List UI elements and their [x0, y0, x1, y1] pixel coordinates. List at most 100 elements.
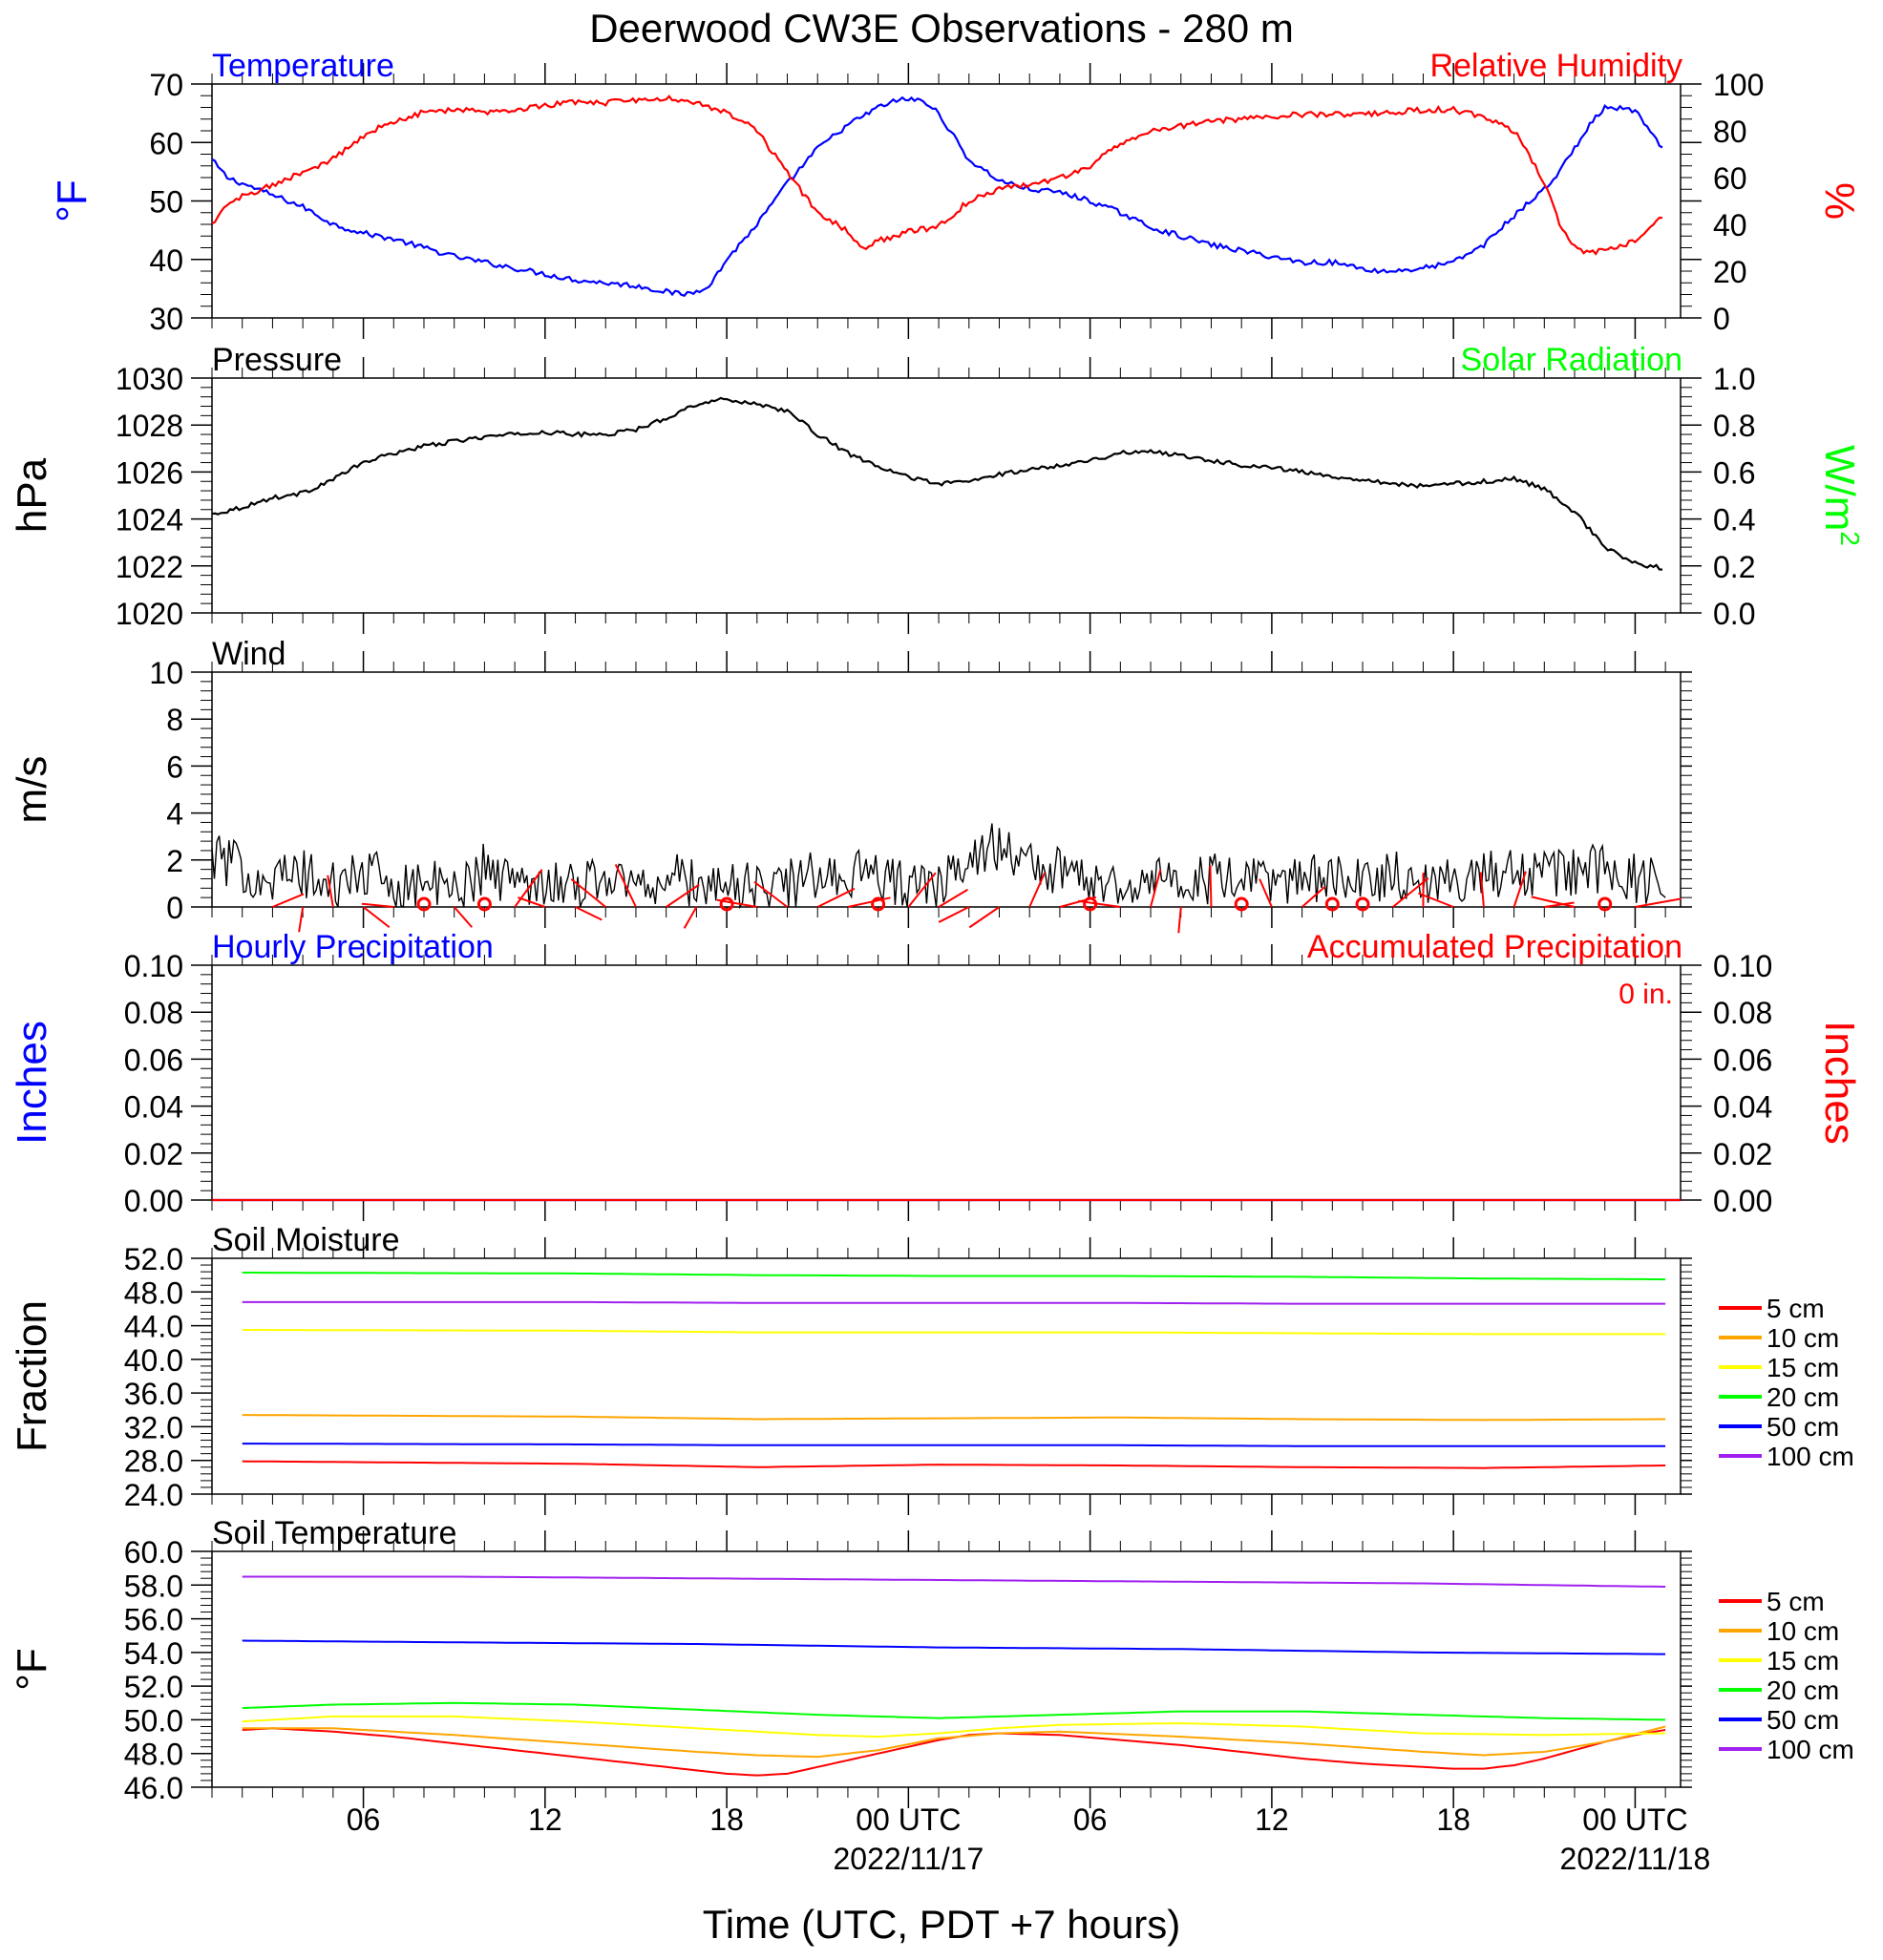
series-100-cm — [242, 1300, 1666, 1305]
wind-barb — [753, 880, 789, 908]
wind-barb — [518, 896, 546, 908]
wind-barb — [362, 906, 391, 929]
y-tick-label-left: 4 — [166, 797, 183, 832]
y-tick-label-right: 0.04 — [1713, 1090, 1772, 1125]
y-tick-label-right: 100 — [1713, 68, 1764, 102]
y-tick-label-left: 40.0 — [124, 1343, 183, 1378]
wind-barb — [666, 883, 700, 908]
series-20-cm — [242, 1272, 1666, 1281]
y-axis-label-right-text: % — [1816, 182, 1863, 220]
y-tick-label-right: 0 — [1713, 302, 1730, 336]
plot-frame — [211, 83, 1682, 319]
y-axis-label-left: °F — [49, 179, 95, 221]
y-tick-label-right: 40 — [1713, 208, 1747, 242]
y-axis-label-right-text: W/m — [1816, 445, 1863, 531]
panel-title-left: Wind — [212, 636, 286, 672]
y-tick-label-right: 0.6 — [1713, 455, 1755, 490]
legend-label: 15 cm — [1767, 1353, 1839, 1382]
x-tick-label: 00 UTC — [1582, 1802, 1687, 1837]
y-tick-label-right: 20 — [1713, 255, 1747, 289]
y-tick-label-left: 1026 — [116, 455, 183, 490]
wind-barb — [298, 906, 305, 933]
y-tick-label-left: 0.08 — [124, 996, 183, 1030]
x-tick-label: 06 — [347, 1802, 381, 1837]
series-wind — [211, 823, 1666, 910]
wind-barb — [1531, 896, 1576, 908]
wind-barb — [1479, 872, 1485, 908]
y-axis-label-right: W/m2 — [1816, 445, 1865, 546]
x-tick-label: 12 — [1255, 1802, 1289, 1837]
wind-barb — [1417, 892, 1454, 908]
x-tick-label: 00 UTC — [856, 1802, 961, 1837]
y-tick-label-right: 0.10 — [1713, 949, 1772, 983]
y-tick-label-right: 0.08 — [1713, 996, 1772, 1030]
series-5-cm — [242, 1460, 1666, 1469]
y-axis-label-left: °F — [9, 1648, 55, 1690]
calm-wind-marker — [476, 896, 492, 912]
wind-barb — [1177, 906, 1182, 934]
legend-label: 10 cm — [1767, 1616, 1839, 1646]
y-axis-label-right: % — [1816, 182, 1863, 220]
x-axis: 06 12 18 00 UTC 2022/11/17 06 12 18 00 UTC 2022/1… — [347, 1802, 1711, 1876]
y-axis-label-right-text: Inches — [1816, 1021, 1863, 1145]
wind-barb — [1150, 869, 1162, 908]
wind-barb — [614, 864, 637, 908]
wind-barb — [1635, 897, 1682, 908]
y-tick-label-left: 1024 — [116, 503, 183, 537]
y-tick-label-left: 54.0 — [124, 1636, 183, 1671]
wind-barb — [907, 872, 937, 908]
panel-title-left: Soil Temperature — [212, 1515, 456, 1551]
y-tick-label-left: 1028 — [116, 409, 183, 443]
plot-frame — [211, 377, 1682, 614]
y-tick-label-left: 10 — [149, 656, 183, 690]
y-tick-label-left: 0.06 — [124, 1043, 183, 1077]
calm-wind-marker — [1597, 896, 1613, 912]
plot-frame — [211, 1550, 1682, 1788]
y-tick-label-right: 0.0 — [1713, 597, 1755, 631]
y-tick-label-left: 52.0 — [124, 1670, 183, 1704]
wind-barb — [1259, 878, 1273, 908]
wind-barb — [1209, 865, 1213, 908]
y-axis-label-left: Fraction — [9, 1300, 55, 1452]
x-tick-label: 18 — [709, 1802, 744, 1837]
y-tick-label-left: 0.00 — [124, 1184, 183, 1218]
wind-barb — [938, 906, 970, 923]
panel-title-left: Temperature — [212, 48, 394, 84]
y-tick-label-right: 0.2 — [1713, 550, 1755, 584]
y-tick-label-right: 0.4 — [1713, 503, 1755, 537]
y-tick-label-left: 0.10 — [124, 949, 183, 983]
series-20-cm — [242, 1701, 1666, 1721]
y-tick-label-left: 58.0 — [124, 1569, 183, 1603]
wind-barb — [1028, 872, 1047, 908]
panel-title-right: Solar Radiation — [1461, 342, 1682, 378]
y-tick-label-left: 1030 — [116, 362, 183, 396]
y-axis-label-left: m/s — [9, 756, 55, 824]
panel-wind: 0 2 4 6 8 10 Wind m/s — [9, 636, 1692, 934]
calm-wind-marker — [719, 896, 734, 912]
wind-barb — [716, 898, 757, 908]
wind-barb — [327, 875, 334, 908]
y-tick-label-right: 1.0 — [1713, 362, 1755, 396]
y-tick-label-left: 46.0 — [124, 1771, 183, 1805]
wind-barb — [1544, 901, 1575, 908]
series-15-cm — [242, 1329, 1666, 1336]
y-tick-label-left: 44.0 — [124, 1310, 183, 1344]
calm-wind-marker — [1355, 896, 1370, 912]
y-tick-label-left: 8 — [166, 703, 183, 737]
y-tick-label-left: 32.0 — [124, 1410, 183, 1444]
wind-barb — [968, 906, 1001, 929]
panel-pressure: 1020 1022 1024 1026 1028 1030 0.0 0.2 0.4 0.6 0.8 1… — [9, 342, 1865, 634]
wind-barb — [816, 887, 856, 908]
y-tick-label-right: 0.00 — [1713, 1184, 1772, 1218]
panel-soil-moisture: 24.028.032.036.040.044.048.052.0 Soil Moi… — [9, 1222, 1854, 1515]
y-tick-label-left: 48.0 — [124, 1738, 183, 1772]
panel-title-left: Pressure — [212, 342, 342, 378]
legend-label: 15 cm — [1767, 1646, 1839, 1675]
y-tick-label-right: 80 — [1713, 115, 1747, 149]
wind-barb — [570, 878, 606, 908]
series-100-cm — [242, 1575, 1666, 1588]
plot-frame — [211, 1257, 1682, 1495]
y-tick-label-right: 60 — [1713, 161, 1747, 196]
wind-barb — [1513, 871, 1527, 908]
